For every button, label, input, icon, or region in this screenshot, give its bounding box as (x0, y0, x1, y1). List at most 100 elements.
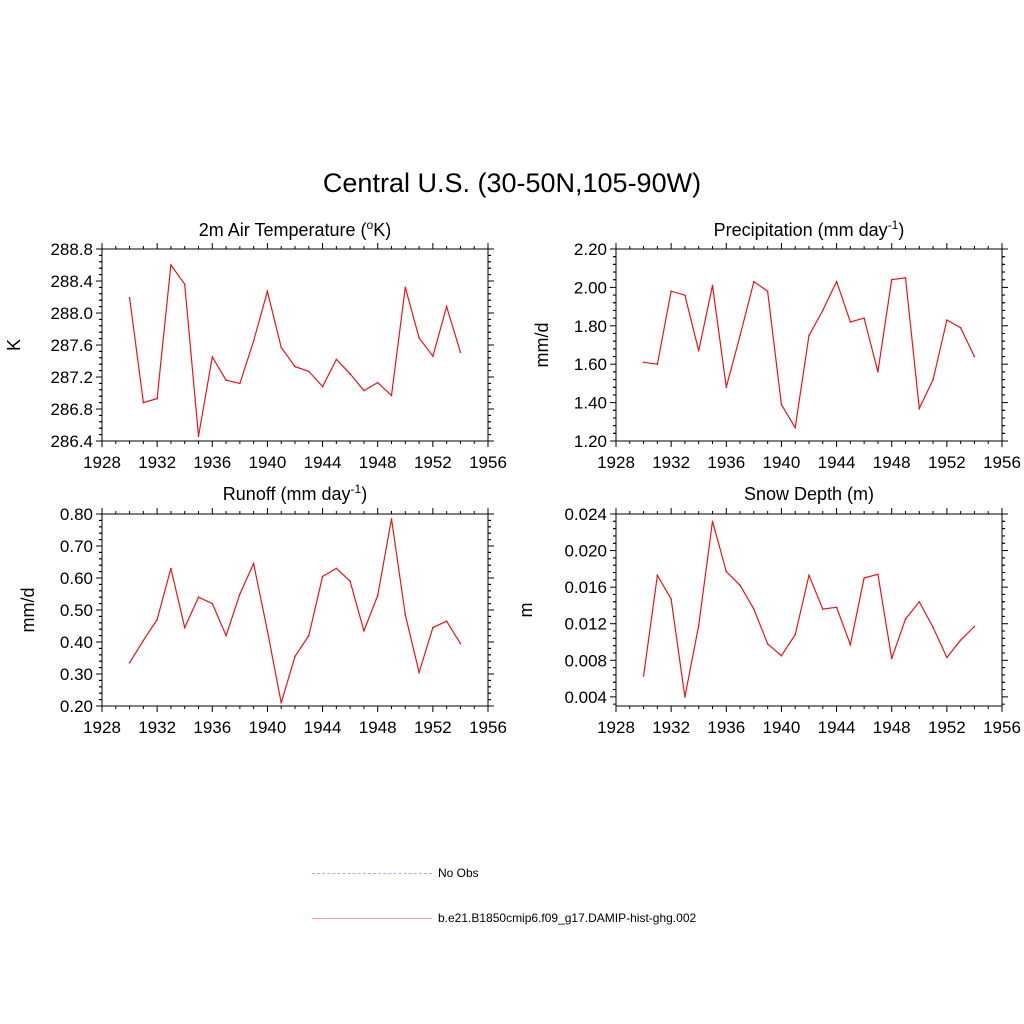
x-tick-label: 1944 (304, 453, 342, 472)
data-point (918, 407, 921, 410)
data-point (376, 594, 379, 597)
y-tick-label: 0.020 (564, 542, 607, 561)
x-tick-label: 1928 (597, 453, 635, 472)
data-point (670, 598, 672, 600)
y-tick-label: 2.00 (574, 278, 607, 297)
data-point (904, 277, 907, 279)
legend-swatch-no-obs (312, 872, 432, 874)
legend-item-no-obs: No Obs (312, 863, 479, 883)
data-point (239, 593, 241, 595)
data-point (904, 618, 907, 620)
x-tick-label: 1948 (359, 718, 397, 737)
data-point (932, 626, 934, 629)
data-point (959, 326, 962, 329)
data-point (418, 337, 420, 339)
data-point (946, 656, 948, 659)
data-point (239, 382, 241, 385)
panel-title-text: 2m Air Temperature ( (199, 220, 367, 240)
y-tick-label: 286.4 (50, 432, 93, 451)
panel-title-text-end: ) (361, 484, 367, 504)
data-point (335, 358, 338, 361)
y-tick-label: 2.20 (574, 240, 607, 259)
y-tick-label: 1.60 (574, 355, 607, 374)
data-point (390, 518, 393, 520)
data-point (128, 662, 131, 664)
chart-panel-4: 1928 1932 1936 1940 1944 1948 1952 1956 0.004 0.0… (516, 484, 1021, 737)
data-point (197, 435, 200, 438)
series-line (643, 277, 975, 430)
y-tick-label: 1.40 (574, 394, 607, 413)
chart-panel-1: 1928 1932 1936 1940 1944 1948 1952 1956 286.4 286… (4, 218, 507, 472)
data-point (835, 280, 838, 283)
data-point (794, 633, 797, 636)
x-tick-label: 1928 (597, 718, 635, 737)
data-point (225, 379, 227, 382)
panel-title-text-end: ) (898, 220, 904, 240)
data-point (780, 403, 783, 406)
data-point (642, 361, 645, 364)
x-tick-label: 1936 (193, 718, 231, 737)
data-point (445, 620, 448, 622)
y-tick-label: 0.20 (60, 697, 93, 716)
data-point (142, 639, 145, 642)
data-point (349, 373, 351, 375)
y-tick-label: 0.024 (564, 505, 607, 524)
y-tick-label: 0.60 (60, 569, 93, 588)
data-point (142, 401, 145, 404)
legend-label-no-obs: No Obs (438, 866, 479, 880)
data-point (808, 574, 810, 577)
chart-panel-2: 1928 1932 1936 1940 1944 1948 1952 1956 1.20 1.40… (532, 218, 1021, 472)
x-tick-label: 1928 (83, 718, 121, 737)
x-tick-label: 1944 (818, 718, 856, 737)
y-axis-label: mm/d (532, 323, 552, 368)
plot-frame (615, 248, 1003, 442)
y-axis-label: m (516, 603, 536, 618)
x-tick-label: 1940 (763, 718, 801, 737)
data-point (946, 319, 948, 321)
data-point (363, 630, 365, 632)
y-tick-label: 0.50 (60, 601, 93, 620)
data-point (211, 356, 214, 358)
data-point (739, 334, 741, 337)
data-point (711, 284, 714, 287)
data-point (225, 634, 227, 637)
data-point (432, 355, 434, 358)
x-tick-label: 1948 (873, 718, 911, 737)
data-point (835, 606, 838, 609)
panel-title-text: Precipitation (mm day (714, 220, 888, 240)
panel-title-superscript: -1 (888, 218, 899, 232)
legend: No Obs b.e21.B1850cmip6.f09_g17.DAMIP-hi… (312, 860, 812, 940)
series-line (129, 263, 461, 437)
x-tick-label: 1956 (469, 718, 507, 737)
panel-title: Runoff (mm day-1) (223, 482, 367, 504)
data-point (294, 655, 296, 658)
data-point (266, 290, 269, 293)
data-point (973, 625, 976, 628)
x-tick-label: 1952 (928, 453, 966, 472)
y-tick-label: 287.6 (50, 336, 93, 355)
x-tick-label: 1936 (707, 453, 745, 472)
x-tick-label: 1936 (707, 718, 745, 737)
y-axis-label: mm/d (18, 588, 38, 633)
panel-title-text: Snow Depth (m) (744, 484, 874, 504)
y-tick-label: 0.012 (564, 615, 607, 634)
data-point (890, 657, 893, 660)
panel-title: Precipitation (mm day-1) (714, 218, 905, 240)
data-point (252, 340, 255, 342)
y-tick-label: 0.004 (564, 688, 607, 707)
y-tick-label: 288.0 (50, 304, 93, 323)
plot-frame (615, 513, 1003, 707)
data-point (656, 574, 659, 577)
data-point (863, 317, 865, 319)
data-point (808, 334, 810, 337)
data-point (863, 577, 865, 579)
data-point (307, 634, 310, 637)
y-tick-label: 288.4 (50, 272, 93, 291)
y-tick-label: 286.8 (50, 400, 93, 419)
data-point (211, 602, 214, 605)
legend-item-model: b.e21.B1850cmip6.f09_g17.DAMIP-hist-ghg.… (312, 908, 696, 928)
data-point (321, 575, 324, 578)
data-point (932, 378, 934, 381)
data-point (890, 278, 893, 281)
